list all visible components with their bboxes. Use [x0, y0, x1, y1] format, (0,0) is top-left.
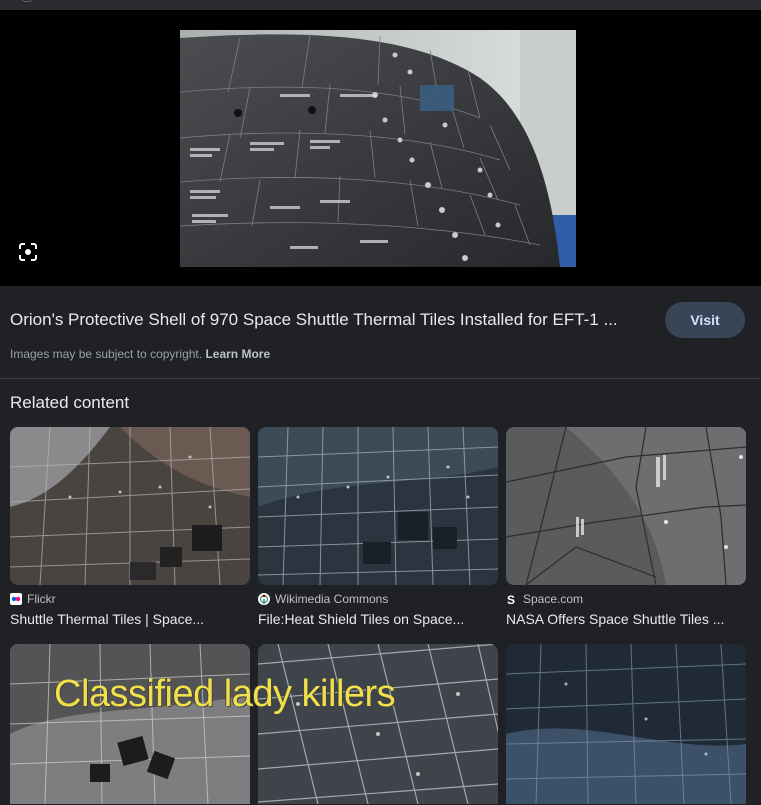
- source-name: Wikimedia Commons: [275, 592, 389, 606]
- image-title[interactable]: Orion's Protective Shell of 970 Space Sh…: [10, 310, 618, 329]
- toolbar-icon: [22, 0, 32, 2]
- wikimedia-icon: [258, 593, 270, 605]
- related-card-4[interactable]: [10, 644, 250, 804]
- overlay-caption: Classified lady killers: [54, 673, 396, 715]
- related-thumbnail[interactable]: [506, 427, 746, 585]
- copyright-text: Images may be subject to copyright.: [10, 347, 203, 361]
- related-card-spacecom[interactable]: S Space.com NASA Offers Space Shuttle Ti…: [506, 427, 746, 627]
- copyright-notice: Images may be subject to copyright. Lear…: [10, 347, 270, 361]
- visual-search-button[interactable]: [14, 238, 42, 266]
- lens-icon: [19, 243, 37, 261]
- related-content-heading: Related content: [10, 393, 130, 412]
- related-thumbnail[interactable]: [506, 644, 746, 804]
- source-name: Space.com: [523, 592, 584, 606]
- related-thumbnail[interactable]: [258, 427, 498, 585]
- image-info-panel: Orion's Protective Shell of 970 Space Sh…: [0, 286, 761, 379]
- related-thumbnail[interactable]: [10, 644, 250, 804]
- visit-button[interactable]: Visit: [665, 302, 745, 338]
- source-line: Flickr: [10, 592, 250, 606]
- related-caption[interactable]: File:Heat Shield Tiles on Space...: [258, 611, 465, 627]
- image-preview-panel: [0, 10, 761, 286]
- source-name: Flickr: [27, 592, 56, 606]
- related-thumbnail[interactable]: [258, 644, 498, 804]
- related-card-6[interactable]: [506, 644, 746, 804]
- related-caption[interactable]: Shuttle Thermal Tiles | Space...: [10, 611, 205, 627]
- source-line: Wikimedia Commons: [258, 592, 498, 606]
- preview-image[interactable]: [180, 30, 576, 267]
- related-card-flickr[interactable]: Flickr Shuttle Thermal Tiles | Space...: [10, 427, 250, 627]
- related-card-wikimedia[interactable]: Wikimedia Commons File:Heat Shield Tiles…: [258, 427, 498, 627]
- related-card-5[interactable]: [258, 644, 498, 804]
- related-caption[interactable]: NASA Offers Space Shuttle Tiles ...: [506, 611, 725, 627]
- spacecom-icon: S: [507, 593, 515, 605]
- svg-text:S: S: [507, 593, 515, 605]
- top-bar: [0, 0, 761, 10]
- flickr-icon: [10, 593, 22, 605]
- related-thumbnail[interactable]: [10, 427, 250, 585]
- learn-more-link[interactable]: Learn More: [205, 347, 271, 361]
- source-line: S Space.com: [506, 592, 746, 606]
